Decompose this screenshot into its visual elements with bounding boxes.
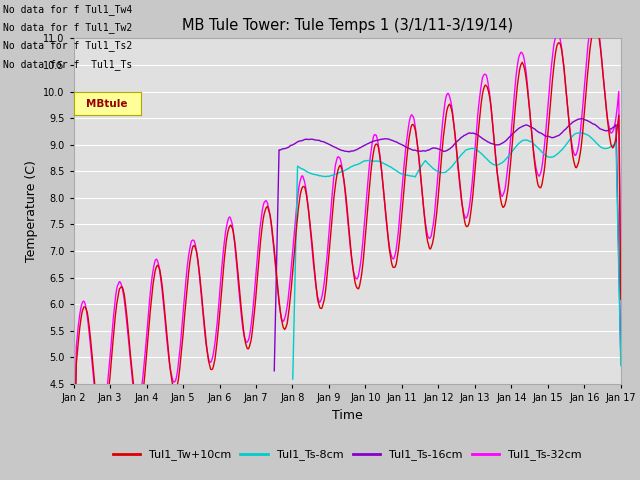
Tul1_Ts-16cm — [541, 133, 548, 139]
Tul1_Ts-16cm — [484, 139, 492, 145]
Tul1_Ts-32cm — [103, 385, 111, 391]
Line: Tul1_Ts-16cm: Tul1_Ts-16cm — [275, 119, 621, 371]
Legend: Tul1_Tw+10cm, Tul1_Ts-8cm, Tul1_Ts-16cm, Tul1_Ts-32cm: Tul1_Tw+10cm, Tul1_Ts-8cm, Tul1_Ts-16cm,… — [108, 445, 586, 465]
Tul1_Ts-8cm — [617, 363, 625, 369]
Tul1_Tw+10cm — [388, 259, 396, 264]
Tul1_Ts-32cm — [402, 144, 410, 150]
Tul1_Ts-16cm — [617, 353, 625, 359]
Tul1_Tw+10cm — [402, 166, 410, 172]
Tul1_Ts-32cm — [590, 9, 598, 14]
X-axis label: Time: Time — [332, 408, 363, 421]
Tul1_Tw+10cm — [419, 190, 426, 196]
Line: Tul1_Tw+10cm: Tul1_Tw+10cm — [74, 23, 621, 480]
Tul1_Ts-8cm — [419, 162, 426, 168]
Tul1_Ts-8cm — [484, 158, 492, 164]
Line: Tul1_Ts-8cm: Tul1_Ts-8cm — [292, 133, 621, 379]
Tul1_Tw+10cm — [541, 163, 548, 169]
Tul1_Ts-16cm — [388, 137, 396, 143]
Text: No data for f Tul1_Tw4: No data for f Tul1_Tw4 — [3, 4, 132, 15]
Tul1_Tw+10cm — [591, 20, 599, 26]
Tul1_Ts-16cm — [419, 148, 426, 154]
Tul1_Ts-32cm — [419, 192, 426, 197]
Tul1_Ts-32cm — [388, 253, 396, 259]
Text: No data for f Tul1_Ts2: No data for f Tul1_Ts2 — [3, 40, 132, 51]
Text: No data for f  Tul1_Ts: No data for f Tul1_Ts — [3, 59, 132, 70]
Tul1_Ts-32cm — [484, 84, 492, 90]
Tul1_Tw+10cm — [103, 402, 111, 408]
Line: Tul1_Ts-32cm: Tul1_Ts-32cm — [74, 12, 621, 480]
Tul1_Ts-8cm — [402, 172, 410, 178]
Tul1_Ts-8cm — [541, 152, 548, 157]
Tul1_Tw+10cm — [617, 296, 625, 302]
Title: MB Tule Tower: Tule Temps 1 (3/1/11-3/19/14): MB Tule Tower: Tule Temps 1 (3/1/11-3/19… — [182, 18, 513, 33]
Tul1_Ts-32cm — [541, 139, 548, 145]
Text: MBtule: MBtule — [86, 99, 128, 108]
Tul1_Tw+10cm — [484, 89, 492, 95]
Y-axis label: Temperature (C): Temperature (C) — [24, 160, 38, 262]
Tul1_Ts-32cm — [617, 281, 625, 287]
Tul1_Ts-16cm — [402, 144, 410, 150]
Tul1_Ts-8cm — [388, 165, 396, 170]
Text: No data for f Tul1_Tw2: No data for f Tul1_Tw2 — [3, 22, 132, 33]
